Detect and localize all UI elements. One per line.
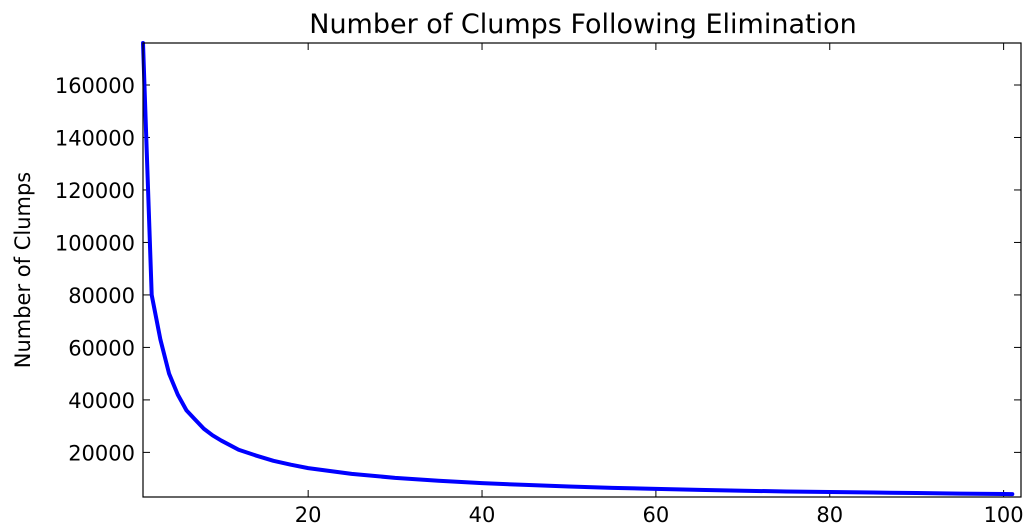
y-tick-label: 120000 bbox=[55, 179, 135, 203]
x-tick-label: 60 bbox=[643, 503, 670, 525]
y-tick-label: 60000 bbox=[68, 336, 135, 360]
y-tick-label: 40000 bbox=[68, 389, 135, 413]
y-tick-label: 20000 bbox=[68, 441, 135, 465]
axis-ticks: 20 40 60 80 100 20000 40000 60000 80000 100000 120… bbox=[55, 43, 1024, 525]
y-axis-label: Number of Clumps bbox=[11, 172, 35, 369]
y-tick-label: 100000 bbox=[55, 231, 135, 255]
x-tick-label: 40 bbox=[469, 503, 496, 525]
series-layer bbox=[141, 41, 1015, 497]
series-line-0 bbox=[141, 41, 1015, 497]
x-tick-label: 80 bbox=[816, 503, 843, 525]
plot-frame bbox=[142, 42, 1022, 498]
y-tick-label: 80000 bbox=[68, 284, 135, 308]
x-tick-label: 100 bbox=[984, 503, 1024, 525]
chart-title: Number of Clumps Following Elimination bbox=[309, 9, 856, 40]
y-tick-label: 140000 bbox=[55, 126, 135, 150]
y-tick-label: 160000 bbox=[55, 74, 135, 98]
x-tick-label: 20 bbox=[295, 503, 322, 525]
